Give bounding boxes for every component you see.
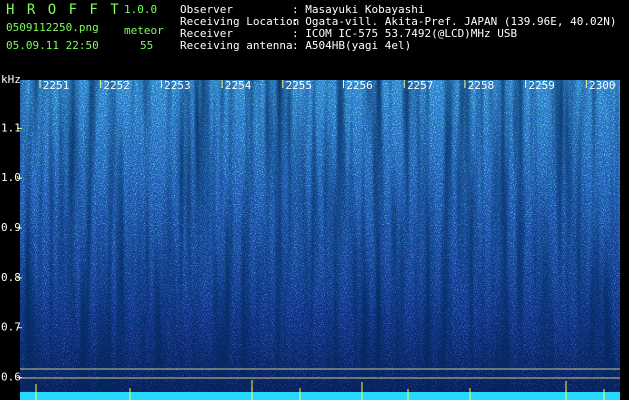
x-tick-label: 2259 [528,79,555,92]
x-tick-label: 2253 [164,79,191,92]
x-tick-label: 2252 [103,79,130,92]
info-value: : Ogata-vill. Akita-Pref. JAPAN (139.96E… [292,15,617,28]
info-label: Receiving antenna [180,39,293,52]
version: 1.0.0 [124,3,157,16]
x-tick-label: 2300 [589,79,616,92]
info-value: : Masayuki Kobayashi [292,3,424,16]
signal-strip [20,392,620,400]
y-axis-label: kHz [1,73,21,86]
x-tick-label: 2256 [346,79,373,92]
y-tick-label: 0.8 [1,271,21,284]
y-tick-label: 0.6 [1,371,21,384]
info-label: Observer [180,3,233,16]
y-tick-label: 0.9 [1,221,21,234]
spectrogram-stripes [20,80,620,392]
app-name: H R O F F T [6,2,121,18]
x-tick-label: 2251 [43,79,70,92]
info-value: : ICOM IC-575 53.7492(@LCD)MHz USB [292,27,518,40]
info-label: Receiver [180,27,233,40]
x-tick-label: 2254 [225,79,252,92]
date-time: 05.09.11 22:50 [6,39,99,52]
header: H R O F F T 1.0.0 0509112250.png meteor … [6,2,164,52]
y-tick-label: 1.0 [1,171,21,184]
file-name: 0509112250.png [6,21,99,34]
x-tick-label: 2255 [286,79,313,92]
count: 55 [140,39,153,52]
x-tick-label: 2257 [407,79,434,92]
signal-spikes [35,380,605,400]
info-value: : A504HB(yagi 4el) [292,39,411,52]
mode: meteor [124,24,164,37]
y-tick-label: 1.1 [1,121,21,134]
info-label: Receiving Location [180,15,299,28]
spectrogram [20,80,620,400]
x-tick-label: 2258 [468,79,495,92]
y-tick-label: 0.7 [1,321,21,334]
